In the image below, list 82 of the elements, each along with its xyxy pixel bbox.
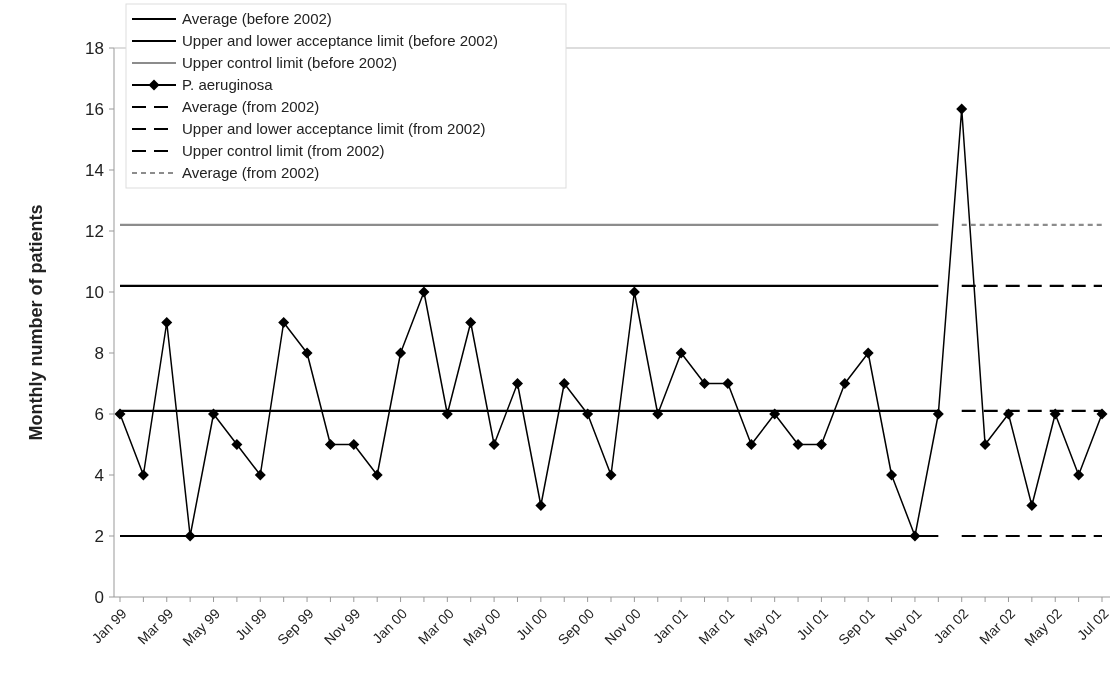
point <box>862 347 874 359</box>
point <box>722 378 734 389</box>
point <box>324 439 336 450</box>
point <box>558 378 570 389</box>
point <box>395 347 407 359</box>
x-tick-label: Sep 99 <box>273 605 317 648</box>
point <box>699 378 711 389</box>
point <box>628 286 640 298</box>
point <box>815 439 827 450</box>
x-tick-label: Jan 00 <box>369 605 411 647</box>
y-axis-title: Monthly number of patients <box>26 204 46 441</box>
point <box>161 317 173 328</box>
point <box>301 347 313 359</box>
x-tick-label: Mar 02 <box>975 605 1019 648</box>
point <box>488 439 500 450</box>
y-tick-label: 0 <box>94 587 104 607</box>
point <box>137 469 149 481</box>
point <box>1026 500 1038 511</box>
y-tick-label: 14 <box>85 160 104 180</box>
point <box>792 439 804 450</box>
legend-label: Average (from 2002) <box>182 164 320 182</box>
x-tick-label: Nov 00 <box>601 605 645 648</box>
point <box>909 530 921 542</box>
legend-label: Upper control limit (from 2002) <box>182 142 385 160</box>
point <box>652 408 664 420</box>
point <box>535 500 547 511</box>
x-tick-label: Nov 01 <box>881 605 925 648</box>
y-tick-label: 2 <box>94 526 104 546</box>
point <box>605 469 617 481</box>
x-tick-label: Jul 02 <box>1073 605 1110 643</box>
point <box>511 378 523 389</box>
point <box>745 439 757 450</box>
point <box>254 469 266 481</box>
x-tick-label: Jan 99 <box>88 605 130 647</box>
point <box>441 408 453 420</box>
legend-label: Average (from 2002) <box>182 98 320 116</box>
legend-label: Upper and lower acceptance limit (before 2002) <box>182 32 499 50</box>
point <box>278 317 290 328</box>
point <box>886 469 898 481</box>
x-tick-label: Sep 00 <box>554 605 598 648</box>
x-tick-label: Jan 01 <box>649 605 691 647</box>
x-tick-label: May 99 <box>179 605 224 650</box>
point <box>1096 408 1108 420</box>
point <box>582 408 594 420</box>
point <box>932 408 944 420</box>
x-tick-label: May 02 <box>1021 605 1065 650</box>
y-tick-label: 16 <box>85 99 104 119</box>
x-tick-label: Mar 99 <box>134 605 177 648</box>
y-tick-label: 6 <box>94 404 104 424</box>
x-tick-label: May 01 <box>740 605 785 650</box>
point <box>839 378 851 389</box>
point <box>979 439 991 450</box>
x-tick-label: Nov 99 <box>320 605 364 648</box>
x-tick-label: Sep 01 <box>835 605 878 648</box>
point <box>348 439 360 450</box>
x-tick-label: Jul 00 <box>512 605 551 643</box>
x-tick-label: Jul 99 <box>232 605 271 643</box>
x-tick-label: May 00 <box>459 605 504 650</box>
legend-label: Upper control limit (before 2002) <box>182 54 398 72</box>
x-tick-label: Jul 01 <box>793 605 832 643</box>
point <box>114 408 126 420</box>
x-tick-label: Mar 00 <box>414 605 458 648</box>
y-tick-label: 8 <box>94 343 104 363</box>
point <box>956 103 968 115</box>
legend-label: P. aeruginosa <box>182 76 274 94</box>
legend-label: Average (before 2002) <box>182 10 332 28</box>
x-tick-label: Jan 02 <box>930 605 972 647</box>
point <box>418 286 430 298</box>
y-tick-label: 10 <box>85 282 104 302</box>
x-tick-label: Mar 01 <box>695 605 738 648</box>
point <box>769 408 781 420</box>
point <box>1073 469 1085 481</box>
y-tick-label: 18 <box>85 38 104 58</box>
point <box>465 317 477 328</box>
y-tick-label: 12 <box>85 221 104 241</box>
point <box>675 347 687 359</box>
point <box>371 469 383 481</box>
y-tick-label: 4 <box>94 465 104 485</box>
legend-label: Upper and lower acceptance limit (from 2002) <box>182 120 486 138</box>
point <box>208 408 220 420</box>
point <box>184 530 196 542</box>
point <box>231 439 243 450</box>
